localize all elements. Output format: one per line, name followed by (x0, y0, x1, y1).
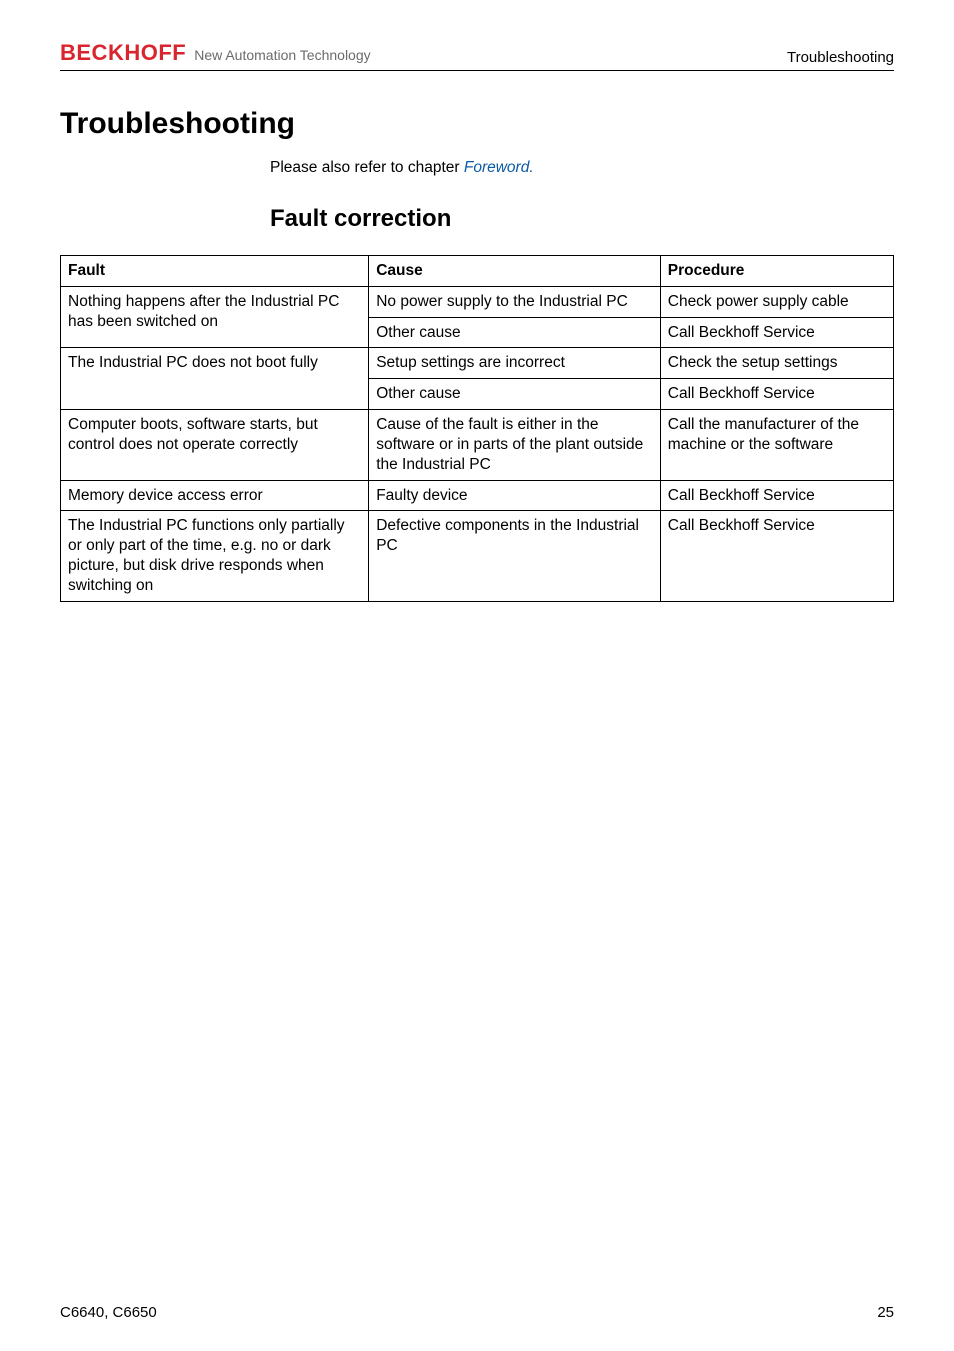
subsection-title: Fault correction (270, 205, 894, 233)
table-header-row: Fault Cause Procedure (61, 256, 894, 287)
cell-cause: Defective components in the Industrial P… (369, 511, 661, 601)
cell-fault: Nothing happens after the Industrial PC … (61, 286, 369, 348)
table-row: The Industrial PC functions only partial… (61, 511, 894, 601)
cell-cause: Other cause (369, 317, 661, 348)
page-header: BECKHOFF New Automation Technology Troub… (60, 40, 894, 71)
brand-name-text: BECKHOFF (60, 40, 186, 65)
cell-procedure: Call Beckhoff Service (660, 511, 893, 601)
table-row: Nothing happens after the Industrial PC … (61, 286, 894, 317)
foreword-link[interactable]: Foreword. (464, 159, 534, 176)
brand-tagline: New Automation Technology (194, 47, 370, 63)
cell-procedure: Call the manufacturer of the machine or … (660, 410, 893, 480)
cell-cause: Cause of the fault is either in the soft… (369, 410, 661, 480)
cell-fault: Computer boots, software starts, but con… (61, 410, 369, 480)
cell-fault: The Industrial PC does not boot fully (61, 348, 369, 410)
col-header-procedure: Procedure (660, 256, 893, 287)
table-row: The Industrial PC does not boot fully Se… (61, 348, 894, 379)
intro-text: Please also refer to chapter Foreword. (270, 159, 894, 177)
page-title: Troubleshooting (60, 107, 894, 141)
cell-cause: Faulty device (369, 480, 661, 511)
cell-procedure: Check the setup settings (660, 348, 893, 379)
page-footer: C6640, C6650 25 (60, 1284, 894, 1321)
cell-cause: Other cause (369, 379, 661, 410)
cell-fault: Memory device access error (61, 480, 369, 511)
cell-cause: Setup settings are incorrect (369, 348, 661, 379)
cell-procedure: Call Beckhoff Service (660, 379, 893, 410)
cell-fault: The Industrial PC functions only partial… (61, 511, 369, 601)
footer-page-number: 25 (877, 1304, 894, 1321)
brand-logo: BECKHOFF New Automation Technology (60, 40, 371, 66)
fault-table: Fault Cause Procedure Nothing happens af… (60, 255, 894, 602)
header-section-label: Troubleshooting (787, 49, 894, 66)
cell-cause: No power supply to the Industrial PC (369, 286, 661, 317)
footer-doc-id: C6640, C6650 (60, 1304, 157, 1321)
brand-name: BECKHOFF (60, 40, 186, 66)
intro-prefix: Please also refer to chapter (270, 159, 464, 176)
table-body: Nothing happens after the Industrial PC … (61, 286, 894, 601)
cell-procedure: Call Beckhoff Service (660, 317, 893, 348)
table-row: Memory device access error Faulty device… (61, 480, 894, 511)
cell-procedure: Call Beckhoff Service (660, 480, 893, 511)
col-header-fault: Fault (61, 256, 369, 287)
col-header-cause: Cause (369, 256, 661, 287)
cell-procedure: Check power supply cable (660, 286, 893, 317)
table-row: Computer boots, software starts, but con… (61, 410, 894, 480)
